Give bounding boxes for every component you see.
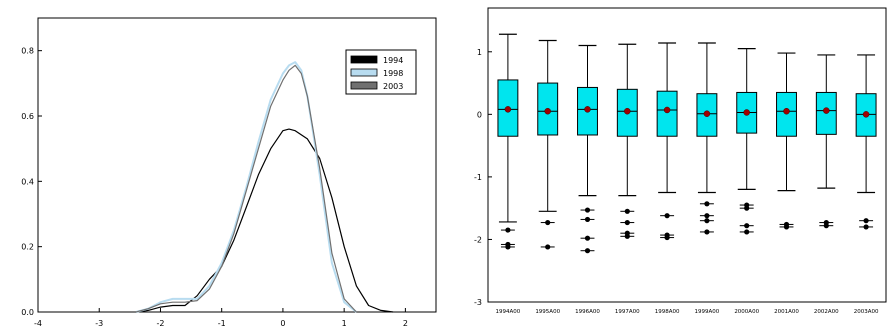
outlier-point [584,216,591,223]
outlier-point [704,213,710,219]
outlier-point [744,229,750,235]
boxplot-y-axis: -3 -2 -1 0 1 [474,48,492,307]
legend-swatch-2003 [350,81,378,90]
box-1999A00 [696,42,718,235]
outlier-point [545,219,551,226]
mean-marker [584,106,591,113]
outlier-point [505,227,511,233]
outlier-point [744,223,750,229]
x-tick-label: -4 [34,319,42,328]
x-category-label: 1997A00 [615,309,640,315]
x-category-label: 2003A00 [854,309,879,315]
density-line-1994 [135,128,394,313]
y-tick-label: 0 [477,110,482,119]
x-category-label: 1995A00 [535,309,560,315]
density-x-axis: -4 -3 -2 -1 0 1 2 [34,308,408,328]
x-category-label: 1998A00 [655,309,680,315]
outlier-point [664,213,670,219]
density-series [135,61,394,313]
density-line-2003 [135,64,357,313]
y-tick-label: 0.4 [21,177,34,186]
y-tick-label: 0.8 [21,47,34,56]
box-1996A00 [577,44,598,254]
mean-marker [743,109,750,116]
mean-marker [823,107,830,114]
x-tick-label: -2 [156,319,164,328]
box-2001A00 [776,52,797,230]
legend-swatch-1998 [350,68,378,77]
y-tick-label: 1 [477,48,482,57]
boxplot-chart: -3-2-101 1994A00 1995A00 1996A00 1997A00 199… [474,7,887,315]
y-tick-label: 0.2 [21,243,34,252]
outlier-point [704,229,710,235]
y-tick-label: -1 [474,173,482,182]
mean-marker [624,107,631,115]
x-category-label: 2002A00 [814,309,839,315]
box-2003A00 [855,54,877,230]
outlier-point [783,224,790,230]
y-tick-label: 0.6 [21,112,34,121]
x-tick-label: 1 [342,319,347,328]
outlier-point [823,223,829,229]
y-tick-label: 0.0 [21,308,34,317]
outlier-point [704,201,710,207]
x-category-label: 1999A00 [695,309,720,315]
mean-marker [544,107,551,115]
y-tick-label: -2 [474,235,482,244]
y-tick-label: -3 [474,298,482,307]
mean-marker [862,111,870,118]
box-1997A00 [616,43,638,239]
boxplot-plot-area [487,7,887,303]
outlier-point [584,248,591,254]
boxplot-x-axis: 1994A00 1995A00 1996A00 1997A00 1998A00 1999A… [496,309,879,315]
outlier-point [624,208,630,214]
x-category-label: 2000A00 [734,309,759,315]
x-category-label: 1994A00 [496,309,521,315]
box-body [656,90,678,137]
boxplot-boxes [497,33,877,254]
box-1995A00 [537,39,559,250]
legend-label-2003: 2003 [383,82,403,91]
outlier-point [863,224,869,230]
outlier-point [664,234,670,241]
outlier-point [624,219,630,226]
outlier-point [744,205,750,211]
x-category-label: 2001A00 [774,309,799,315]
x-category-label: 1996A00 [575,309,600,315]
x-tick-label: 0 [280,319,285,328]
x-tick-label: -1 [218,319,226,328]
outlier-point [584,235,591,241]
outlier-point [505,244,511,250]
mean-marker [703,110,711,117]
legend-label-1998: 1998 [383,69,403,78]
box-1994A00 [497,33,519,250]
mean-marker [783,107,790,115]
legend-label-1994: 1994 [383,56,403,65]
density-y-axis: 0.0 0.2 0.4 0.6 0.8 [21,47,42,317]
density-line-1998 [135,61,358,313]
outlier-point [584,207,591,213]
mean-marker [663,106,671,114]
x-tick-label: 2 [403,319,408,328]
outlier-point [704,218,710,224]
mean-marker [504,106,512,113]
outlier-point [624,233,630,239]
x-tick-label: -3 [95,319,103,328]
box-2002A00 [815,54,837,229]
outlier-point [545,244,551,250]
box-2000A00 [736,48,758,235]
legend-swatch-1994 [350,55,378,64]
outlier-point [863,218,869,224]
density-chart: 0.0 0.2 0.4 0.6 0.8 -4 -3 -2 -1 0 1 2 1994 1998 2003 [21,17,437,328]
box-1998A00 [656,42,678,241]
density-legend: 1994 1998 2003 [345,49,417,95]
